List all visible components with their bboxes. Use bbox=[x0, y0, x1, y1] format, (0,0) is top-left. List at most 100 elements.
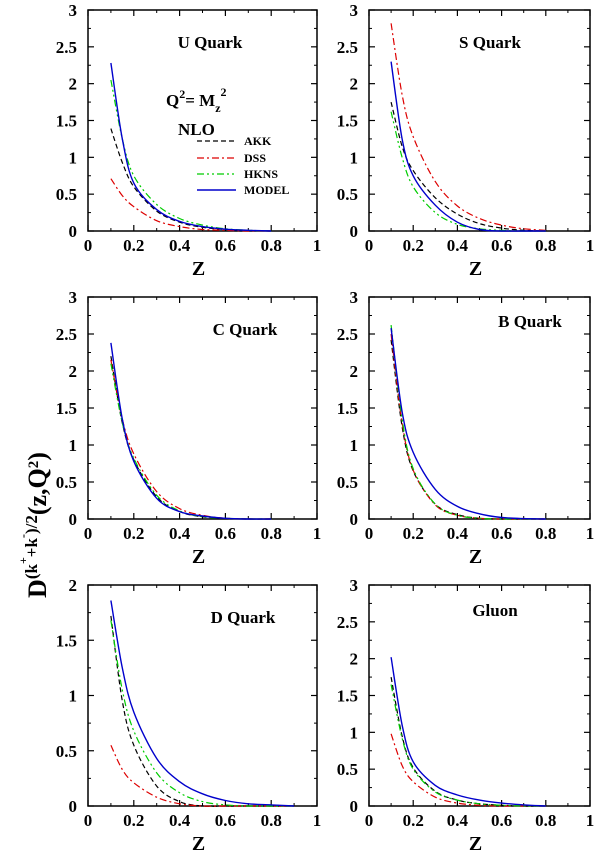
series-line-model bbox=[390, 657, 546, 807]
series-line-akk bbox=[110, 615, 295, 807]
panel-title: D Quark bbox=[211, 608, 276, 627]
y-tick-label: 2 bbox=[69, 75, 78, 94]
q2-annotation-q: Q bbox=[166, 91, 179, 110]
x-tick-label: 0.6 bbox=[215, 811, 236, 830]
y-tick-label: 0.5 bbox=[337, 473, 358, 492]
x-tick-label: 0.8 bbox=[535, 236, 556, 255]
x-tick-label: 0.2 bbox=[123, 236, 144, 255]
y-tick-label: 0.5 bbox=[56, 473, 77, 492]
ylabel-q2: 2 bbox=[26, 461, 42, 469]
ylabel-close: ) bbox=[23, 452, 52, 461]
x-tick-label: 1 bbox=[586, 524, 595, 543]
x-tick-label: 0 bbox=[84, 524, 93, 543]
panel-s-quark: 0 0.2 0.4 0.6 0.8 1 0 0.5 1 1.5 2 2.5 3 Z S Quark bbox=[337, 1, 595, 280]
x-tick-label: 0.2 bbox=[403, 524, 424, 543]
y-tick-label: 0 bbox=[69, 797, 78, 816]
x-tick-label: 0 bbox=[365, 524, 374, 543]
series-line-dss bbox=[390, 23, 546, 231]
panel-title: U Quark bbox=[178, 33, 243, 52]
y-tick-label: 1.5 bbox=[337, 687, 358, 706]
y-tick-label: 1.5 bbox=[337, 112, 358, 131]
y-tick-label: 2.5 bbox=[56, 325, 77, 344]
panel-title: C Quark bbox=[213, 320, 278, 339]
x-tick-label: 0.6 bbox=[491, 236, 512, 255]
panel-d-quark: 0 0.2 0.4 0.6 0.8 1 0 0.5 1 1.5 2 Z D Quark bbox=[56, 576, 322, 851]
panel-title: Gluon bbox=[472, 601, 518, 620]
x-tick-label: 0.6 bbox=[215, 524, 236, 543]
x-tick-label: 0.8 bbox=[535, 524, 556, 543]
x-tick-label: 0.4 bbox=[169, 524, 191, 543]
series-line-dss bbox=[110, 359, 272, 520]
shared-y-axis-label: D(k++k-)/2(z,Q2) bbox=[16, 452, 52, 598]
x-tick-label: 0.4 bbox=[447, 811, 469, 830]
x-tick-label: 1 bbox=[313, 524, 322, 543]
ylabel-plus: + bbox=[16, 557, 30, 564]
ylabel-d: D bbox=[23, 579, 52, 598]
q2-annotation-z: z bbox=[215, 101, 221, 115]
x-axis-label: Z bbox=[469, 258, 482, 280]
y-tick-label: 2.5 bbox=[337, 325, 358, 344]
y-tick-label: 3 bbox=[69, 288, 78, 307]
y-tick-label: 2 bbox=[69, 576, 78, 595]
svg-text:Q2= Mz2: Q2= Mz2 bbox=[166, 85, 227, 115]
nlo-annotation: NLO bbox=[178, 120, 215, 139]
series-line-hkns bbox=[110, 363, 272, 520]
legend-label-model: MODEL bbox=[244, 183, 289, 197]
y-tick-label: 2 bbox=[69, 362, 78, 381]
x-tick-label: 0.8 bbox=[261, 811, 282, 830]
q2-annotation-sup2: 2 bbox=[221, 85, 227, 99]
y-tick-label: 2.5 bbox=[337, 38, 358, 57]
x-tick-label: 0.4 bbox=[169, 811, 191, 830]
ylabel-minus: - bbox=[16, 534, 30, 538]
x-tick-label: 0.2 bbox=[123, 811, 144, 830]
y-tick-label: 0 bbox=[350, 510, 359, 529]
series-line-dss bbox=[110, 178, 272, 232]
x-tick-label: 0 bbox=[84, 811, 93, 830]
series-line-hkns bbox=[110, 620, 295, 807]
q2-annotation-sup: 2 bbox=[179, 87, 185, 101]
panel-c-quark: 0 0.2 0.4 0.6 0.8 1 0 0.5 1 1.5 2 2.5 3 Z C Quark bbox=[56, 288, 322, 568]
x-tick-label: 0.4 bbox=[169, 236, 191, 255]
panel-gluon: 0 0.2 0.4 0.6 0.8 1 0 0.5 1 1.5 2 2.5 3 Z Gluon bbox=[337, 576, 595, 851]
series-line-dss bbox=[390, 733, 546, 807]
series-line-akk bbox=[390, 676, 546, 807]
svg-text:D(k++k-)/2(z,Q2): D(k++k-)/2(z,Q2) bbox=[16, 452, 52, 598]
y-tick-label: 0.5 bbox=[56, 185, 77, 204]
y-tick-label: 1 bbox=[69, 148, 78, 167]
x-tick-label: 1 bbox=[586, 811, 595, 830]
series-line-model bbox=[110, 600, 295, 807]
x-tick-label: 0.6 bbox=[491, 811, 512, 830]
x-tick-label: 0.8 bbox=[261, 236, 282, 255]
x-axis-label: Z bbox=[192, 546, 205, 568]
y-tick-label: 0 bbox=[350, 222, 359, 241]
x-axis-label: Z bbox=[469, 833, 482, 851]
y-tick-label: 2 bbox=[350, 362, 359, 381]
series-line-hkns bbox=[390, 325, 546, 520]
x-axis-label: Z bbox=[192, 258, 205, 280]
y-tick-label: 3 bbox=[350, 288, 359, 307]
x-tick-label: 0 bbox=[365, 236, 374, 255]
y-tick-label: 2 bbox=[350, 75, 359, 94]
legend-label-akk: AKK bbox=[244, 134, 272, 148]
y-tick-label: 3 bbox=[350, 1, 359, 20]
x-axis-label: Z bbox=[469, 546, 482, 568]
panel-b-quark: 0 0.2 0.4 0.6 0.8 1 0 0.5 1 1.5 2 2.5 3 Z B Quark bbox=[337, 288, 595, 568]
x-tick-label: 0.8 bbox=[535, 811, 556, 830]
x-tick-label: 0.2 bbox=[123, 524, 144, 543]
y-tick-label: 2 bbox=[350, 650, 359, 669]
y-tick-label: 2.5 bbox=[337, 613, 358, 632]
x-tick-label: 0 bbox=[84, 236, 93, 255]
series-line-model bbox=[110, 342, 272, 520]
y-tick-label: 1.5 bbox=[56, 399, 77, 418]
ylabel-k2: +k bbox=[22, 538, 41, 558]
y-tick-label: 2.5 bbox=[56, 38, 77, 57]
y-tick-label: 1.5 bbox=[337, 399, 358, 418]
series-line-hkns bbox=[390, 684, 546, 807]
q2-annotation-eq: = M bbox=[185, 91, 215, 110]
x-tick-label: 0.2 bbox=[403, 236, 424, 255]
series-line-akk bbox=[390, 339, 546, 520]
x-axis-label: Z bbox=[192, 833, 205, 851]
y-tick-label: 3 bbox=[350, 576, 359, 595]
x-tick-label: 0 bbox=[365, 811, 374, 830]
